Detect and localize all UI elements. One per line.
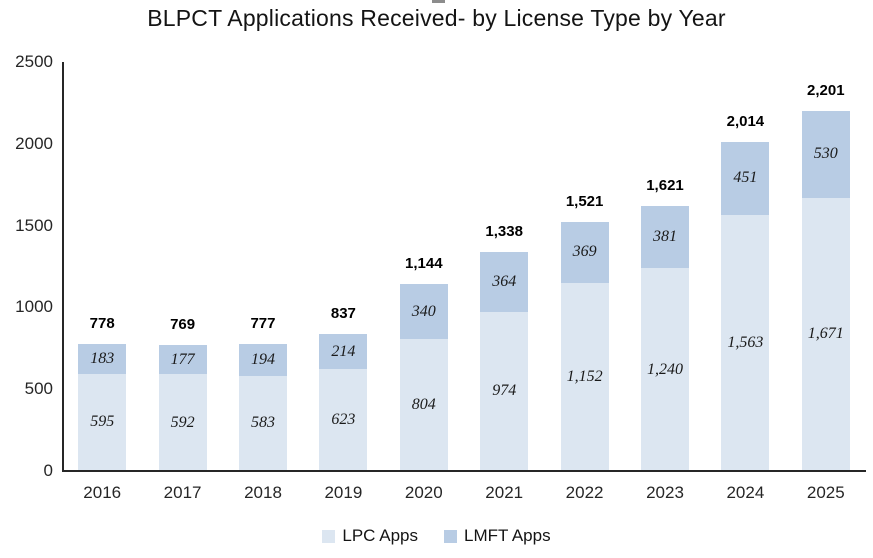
segment-value-label: 194 bbox=[251, 350, 275, 368]
legend-swatch-lmft bbox=[443, 529, 457, 543]
legend-label: LMFT Apps bbox=[463, 526, 551, 545]
bar-segment-lpc-2017: 592 bbox=[158, 374, 207, 471]
segment-value-label: 1,152 bbox=[566, 367, 603, 385]
total-value-label: 2,014 bbox=[726, 112, 765, 130]
x-axis-tick-label: 2021 bbox=[485, 483, 524, 502]
segment-value-label: 1,240 bbox=[647, 360, 683, 378]
segment-value-label: 623 bbox=[331, 411, 356, 429]
legend-item-lpc: LPC Apps bbox=[322, 526, 418, 546]
segment-value-label: 451 bbox=[733, 169, 758, 187]
bar-segment-lmft-2017: 177 bbox=[158, 345, 207, 375]
total-value-label: 1,144 bbox=[405, 254, 443, 272]
y-axis-tick-label: 1000 bbox=[15, 297, 53, 317]
segment-value-label: 595 bbox=[90, 413, 115, 431]
segment-value-label: 804 bbox=[411, 396, 436, 414]
legend-item-lmft: LMFT Apps bbox=[443, 526, 551, 546]
y-axis-tick-label: 1500 bbox=[15, 215, 53, 235]
y-axis-tick-label: 2500 bbox=[15, 52, 53, 71]
x-axis-line bbox=[62, 470, 866, 472]
total-value-label: 778 bbox=[89, 314, 115, 332]
legend-swatch-lpc bbox=[322, 529, 336, 543]
bar-segment-lpc-2023: 1,240 bbox=[641, 268, 689, 471]
segment-value-label: 974 bbox=[492, 382, 517, 400]
x-axis-tick-label: 2018 bbox=[244, 483, 282, 502]
x-axis-tick-label: 2016 bbox=[83, 483, 122, 502]
segment-value-label: 1,671 bbox=[807, 325, 844, 343]
total-value-label: 1,338 bbox=[485, 223, 523, 241]
x-axis-tick-label: 2024 bbox=[726, 483, 765, 502]
bar-segment-lmft-2020: 340 bbox=[399, 283, 448, 340]
segment-value-label: 583 bbox=[251, 414, 275, 432]
y-axis-tick-label: 500 bbox=[24, 379, 53, 399]
total-value-label: 837 bbox=[330, 305, 356, 323]
x-axis-tick-label: 2019 bbox=[324, 483, 363, 502]
bar-segment-lmft-2019: 214 bbox=[319, 334, 368, 370]
bar-segment-lpc-2025: 1,671 bbox=[801, 197, 850, 471]
bar-segment-lmft-2023: 381 bbox=[641, 205, 689, 269]
x-axis-tick-label: 2022 bbox=[565, 483, 604, 502]
chart-title: BLPCT Applications Received- by License … bbox=[147, 5, 726, 31]
bar-segment-lpc-2020: 804 bbox=[399, 339, 448, 471]
segment-value-label: 592 bbox=[170, 413, 195, 431]
bar-segment-lpc-2024: 1,563 bbox=[721, 215, 770, 471]
segment-value-label: 214 bbox=[331, 342, 356, 360]
bar-segment-lmft-2018: 194 bbox=[239, 343, 287, 376]
total-value-label: 1,521 bbox=[565, 193, 604, 211]
segment-value-label: 340 bbox=[411, 302, 436, 320]
bar-segment-lmft-2016: 183 bbox=[78, 343, 127, 374]
bar-segment-lpc-2022: 1,152 bbox=[560, 282, 609, 471]
y-axis-tick-label: 0 bbox=[43, 461, 53, 480]
segment-value-label: 364 bbox=[492, 272, 517, 290]
x-axis-tick-label: 2020 bbox=[404, 483, 443, 502]
total-value-label: 777 bbox=[250, 314, 276, 332]
legend-label: LPC Apps bbox=[342, 526, 418, 545]
total-value-label: 1,621 bbox=[646, 176, 684, 194]
bar-segment-lpc-2018: 583 bbox=[239, 375, 287, 471]
x-axis-tick-label: 2017 bbox=[163, 483, 202, 502]
bar-segment-lmft-2025: 530 bbox=[801, 110, 850, 198]
bar-segment-lpc-2021: 974 bbox=[480, 311, 529, 471]
x-axis-tick-label: 2023 bbox=[646, 483, 684, 502]
y-axis-line bbox=[62, 62, 64, 471]
x-axis-tick-label: 2025 bbox=[806, 483, 845, 502]
segment-value-label: 369 bbox=[572, 243, 597, 261]
segment-value-label: 530 bbox=[813, 145, 838, 163]
bar-segment-lpc-2019: 623 bbox=[319, 369, 368, 471]
total-value-label: 2,201 bbox=[807, 81, 845, 99]
segment-value-label: 177 bbox=[170, 350, 195, 368]
bar-segment-lmft-2022: 369 bbox=[560, 222, 609, 283]
segment-value-label: 1,563 bbox=[727, 334, 764, 352]
bar-segment-lmft-2024: 451 bbox=[721, 141, 770, 216]
cropped-text-artifact bbox=[432, 0, 445, 3]
bar-segment-lmft-2021: 364 bbox=[480, 252, 529, 312]
y-axis-tick-label: 2000 bbox=[15, 133, 53, 153]
segment-value-label: 183 bbox=[90, 349, 115, 367]
total-value-label: 769 bbox=[170, 316, 196, 334]
legend: LPC Apps LMFT Apps bbox=[0, 526, 873, 546]
bar-segment-lpc-2016: 595 bbox=[78, 373, 127, 471]
segment-value-label: 381 bbox=[653, 227, 677, 245]
